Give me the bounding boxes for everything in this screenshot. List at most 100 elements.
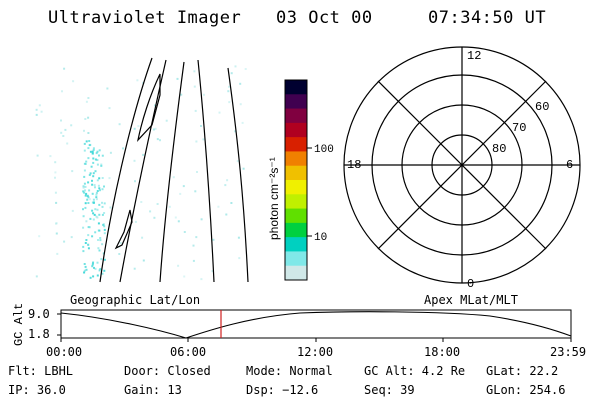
aurora-dot [103, 258, 106, 261]
coastline [114, 209, 133, 250]
aurora-dot [103, 228, 106, 231]
aurora-dot [70, 124, 73, 127]
aurora-dot [55, 201, 58, 204]
colorbar-segment [285, 151, 307, 167]
aurora-dot [172, 176, 175, 179]
aurora-dot [92, 262, 94, 265]
aurora-dot [92, 212, 95, 215]
polar-hour-label-12: 12 [467, 49, 481, 63]
aurora-dot [101, 201, 103, 204]
aurora-dot [82, 245, 85, 248]
aurora-dot [98, 269, 101, 272]
aurora-dot [85, 239, 88, 241]
aurora-dot [228, 85, 230, 88]
aurora-dot [239, 103, 242, 106]
y-tick-label: 1.8 [28, 327, 50, 341]
aurora-dot [234, 65, 237, 68]
aurora-dot [98, 177, 101, 180]
aurora-dot [87, 116, 90, 119]
aurora-dot [89, 172, 92, 175]
aurora-dot [149, 210, 152, 213]
aurora-dot [101, 154, 104, 157]
aurora-dot [91, 152, 94, 155]
aurora-dot [82, 190, 85, 193]
aurora-dot [84, 185, 87, 188]
aurora-dot [91, 265, 94, 268]
colorbar-segment [285, 165, 307, 181]
aurora-dot [49, 155, 52, 158]
timeline-frame [60, 309, 572, 339]
aurora-dot [200, 218, 203, 221]
aurora-dot [94, 267, 97, 270]
aurora-dot [94, 231, 97, 234]
aurora-dot [85, 160, 88, 163]
aurora-dot [241, 121, 244, 124]
aurora-dot [165, 119, 168, 122]
aurora-dot [102, 223, 104, 226]
aurora-dot [88, 140, 91, 142]
aurora-dot [54, 161, 57, 164]
aurora-dot [103, 212, 106, 214]
aurora-dot [87, 147, 90, 150]
aurora-dot [92, 147, 95, 150]
aurora-dot [97, 239, 99, 241]
aurora-dot [60, 119, 62, 122]
x-tick-label: 12:00 [297, 345, 334, 359]
aurora-dot [94, 208, 97, 211]
aurora-dot [230, 72, 233, 75]
aurora-dot [98, 203, 101, 206]
aurora-dot [62, 135, 65, 137]
aurora-dot [203, 93, 205, 96]
aurora-dot [86, 195, 89, 198]
aurora-dot [83, 191, 86, 194]
aurora-dot [83, 269, 86, 272]
aurora-dot [92, 261, 95, 264]
polar-lat-label-80: 80 [492, 142, 506, 156]
aurora-dot [70, 236, 73, 239]
aurora-dot [101, 213, 104, 216]
aurora-dot [193, 85, 196, 88]
aurora-dot [38, 104, 41, 107]
aurora-dot [71, 170, 74, 173]
aurora-dot [91, 209, 94, 212]
aurora-dot [97, 229, 100, 232]
aurora-dot [141, 236, 144, 239]
aurora-dot [87, 157, 90, 160]
polar-hour-label-6: 6 [566, 158, 573, 172]
aurora-dot [100, 258, 103, 261]
aurora-dot [96, 179, 99, 182]
aurora-dots [35, 65, 247, 281]
aurora-dot [118, 123, 121, 126]
aurora-dot [92, 149, 95, 151]
timeline-axis-label: GC Alt [12, 303, 26, 346]
aurora-dot [103, 202, 106, 205]
glat-readout: GLat: 22.2 [486, 364, 559, 378]
aurora-dot [142, 259, 145, 262]
aurora-dot [87, 234, 90, 237]
aurora-dot [133, 127, 136, 130]
aurora-dot [108, 107, 111, 110]
aurora-dot [230, 202, 233, 204]
seq-readout: Seq: 39 [364, 383, 415, 397]
aurora-dot [83, 169, 86, 172]
aurora-dot [82, 226, 85, 229]
aurora-dot [35, 108, 38, 111]
aurora-dot [92, 198, 95, 201]
aurora-dot [180, 93, 183, 96]
aurora-dot [134, 180, 136, 183]
instrument-title: Ultraviolet Imager [48, 8, 242, 28]
aurora-dot [71, 209, 74, 212]
aurora-dot [91, 183, 94, 186]
aurora-dot [93, 184, 96, 187]
polar-hour-label-0: 0 [467, 277, 474, 291]
aurora-dot [154, 127, 157, 130]
aurora-dot [88, 174, 91, 176]
aurora-dot [63, 67, 66, 70]
aurora-dot [88, 198, 91, 201]
colorbar-segment [285, 108, 307, 124]
aurora-dot [89, 276, 92, 279]
aurora-dot [88, 189, 91, 192]
aurora-dot [224, 184, 227, 187]
aurora-dot [54, 191, 57, 194]
